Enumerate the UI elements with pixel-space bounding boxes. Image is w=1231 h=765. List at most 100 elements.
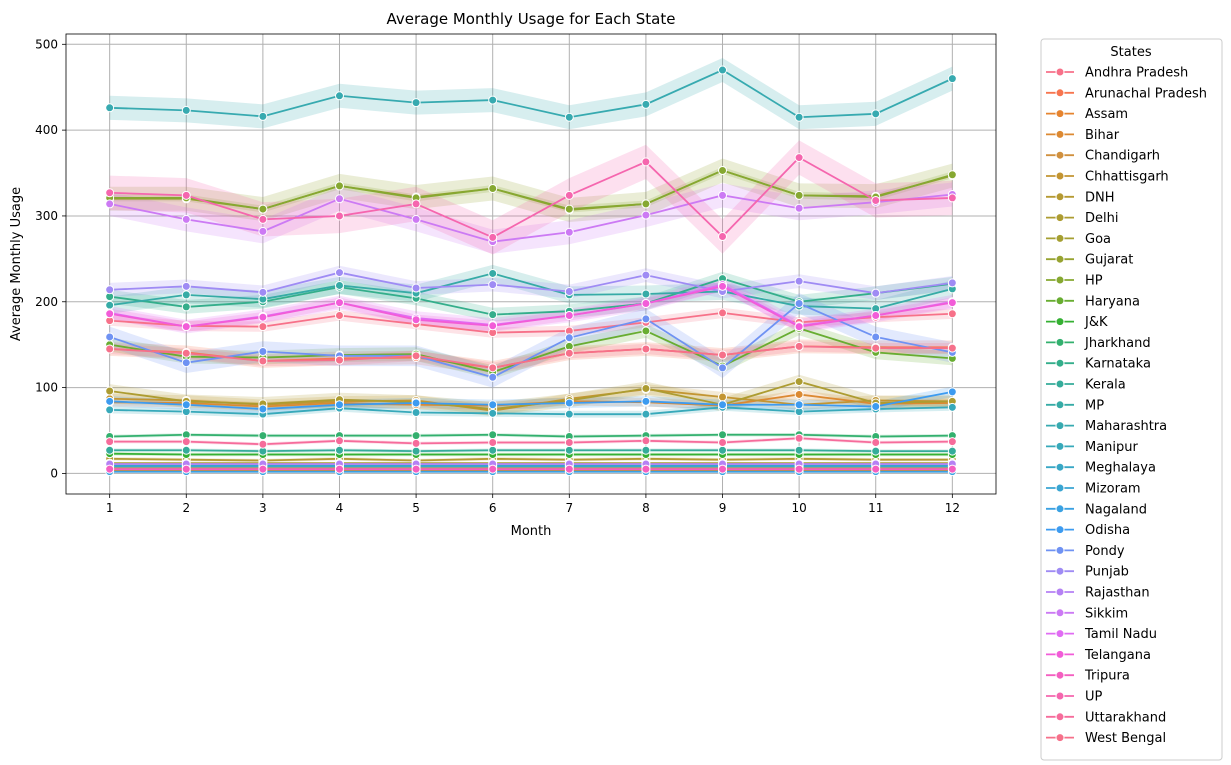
series-group	[105, 268, 957, 298]
legend-item: Odisha	[1046, 523, 1130, 538]
data-point	[564, 333, 574, 343]
series-line	[109, 156, 953, 239]
data-point	[794, 112, 804, 122]
series-group	[105, 308, 957, 338]
data-point	[411, 431, 421, 441]
data-point	[488, 445, 498, 455]
data-point	[794, 433, 804, 443]
legend-item: Jharkhand	[1046, 336, 1151, 351]
data-point	[258, 287, 268, 297]
legend-item: MP	[1046, 398, 1104, 413]
series-group	[105, 65, 957, 122]
legend-label: Telangana	[1084, 648, 1151, 663]
data-point	[105, 199, 115, 209]
data-point	[794, 298, 804, 308]
confidence-band	[109, 158, 953, 222]
legend-item: Delhi	[1046, 211, 1118, 226]
legend: States Andhra Pradesh Arunachal Pradesh As…	[1040, 38, 1223, 761]
series-line	[109, 345, 953, 369]
data-point	[871, 438, 881, 448]
confidence-band	[109, 384, 953, 416]
confidence-band	[109, 386, 953, 415]
legend-item: Arunachal Pradesh	[1046, 86, 1207, 101]
data-point	[947, 446, 957, 456]
data-point	[641, 344, 651, 354]
plot-frame	[65, 33, 997, 495]
data-point	[794, 203, 804, 213]
x-axis-label: Month	[511, 524, 552, 539]
legend-item: Karnataka	[1046, 357, 1151, 372]
data-point	[871, 401, 881, 411]
series-group	[105, 153, 957, 242]
data-point	[105, 309, 115, 319]
legend-item: Gujarat	[1046, 253, 1133, 268]
data-point	[105, 332, 115, 342]
series-group	[105, 433, 957, 449]
data-point	[718, 400, 728, 410]
series-line	[109, 193, 953, 243]
legend-item: Andhra Pradesh	[1046, 66, 1188, 81]
legend-item: Pondy	[1046, 544, 1125, 559]
series-line	[109, 285, 953, 328]
series-line	[109, 406, 953, 416]
data-point	[258, 111, 268, 121]
legend-label: DNH	[1085, 190, 1115, 205]
legend-marker	[1055, 712, 1065, 722]
data-point	[641, 270, 651, 280]
data-point	[105, 344, 115, 354]
legend-label: West Bengal	[1085, 731, 1166, 746]
legend-item: UP	[1046, 690, 1103, 705]
legend-item: Tripura	[1046, 669, 1130, 684]
legend-item: Assam	[1046, 107, 1128, 122]
legend-marker	[1055, 504, 1065, 514]
data-point	[488, 280, 498, 290]
data-point	[411, 315, 421, 325]
data-point	[181, 290, 191, 300]
data-point	[871, 109, 881, 119]
series-line	[109, 449, 953, 452]
legend-marker	[1055, 421, 1065, 431]
legend-label: UP	[1085, 690, 1103, 705]
data-point	[181, 190, 191, 200]
y-axis-label: Average Monthly Usage	[9, 187, 24, 341]
data-point	[564, 464, 574, 474]
legend-item: Rajasthan	[1046, 586, 1150, 601]
data-point	[641, 210, 651, 220]
data-point	[564, 398, 574, 408]
data-point	[947, 402, 957, 412]
data-point	[181, 348, 191, 358]
data-point	[181, 105, 191, 115]
legend-marker	[1055, 358, 1065, 368]
data-point	[258, 226, 268, 236]
series-group	[105, 298, 957, 382]
data-point	[641, 409, 651, 419]
data-point	[794, 322, 804, 332]
legend-marker	[1055, 275, 1065, 285]
confidence-band	[109, 264, 953, 318]
legend-label: Chhattisgarh	[1085, 170, 1169, 185]
y-tick-label: 0	[50, 466, 58, 480]
data-point	[718, 65, 728, 75]
series-line	[109, 169, 953, 210]
series-group	[105, 341, 957, 373]
legend-item: Maharashtra	[1046, 419, 1167, 434]
legend-label: Maharashtra	[1085, 419, 1167, 434]
data-point	[718, 430, 728, 440]
data-point	[488, 438, 498, 448]
series-line	[109, 390, 953, 410]
data-point	[947, 193, 957, 203]
data-point	[564, 310, 574, 320]
series-line	[109, 327, 953, 374]
legend-label: Delhi	[1085, 211, 1118, 226]
legend-title: States	[1110, 45, 1151, 60]
grid-lines	[66, 34, 996, 494]
legend-item: Mizoram	[1046, 482, 1141, 497]
legend-items: Andhra Pradesh Arunachal Pradesh Assam Biha…	[1046, 66, 1207, 746]
legend-label: Sikkim	[1085, 606, 1128, 621]
legend-marker	[1055, 213, 1065, 223]
data-point	[947, 387, 957, 397]
data-point	[181, 445, 191, 455]
series-line	[109, 437, 953, 446]
data-point	[718, 438, 728, 448]
data-point	[181, 322, 191, 332]
